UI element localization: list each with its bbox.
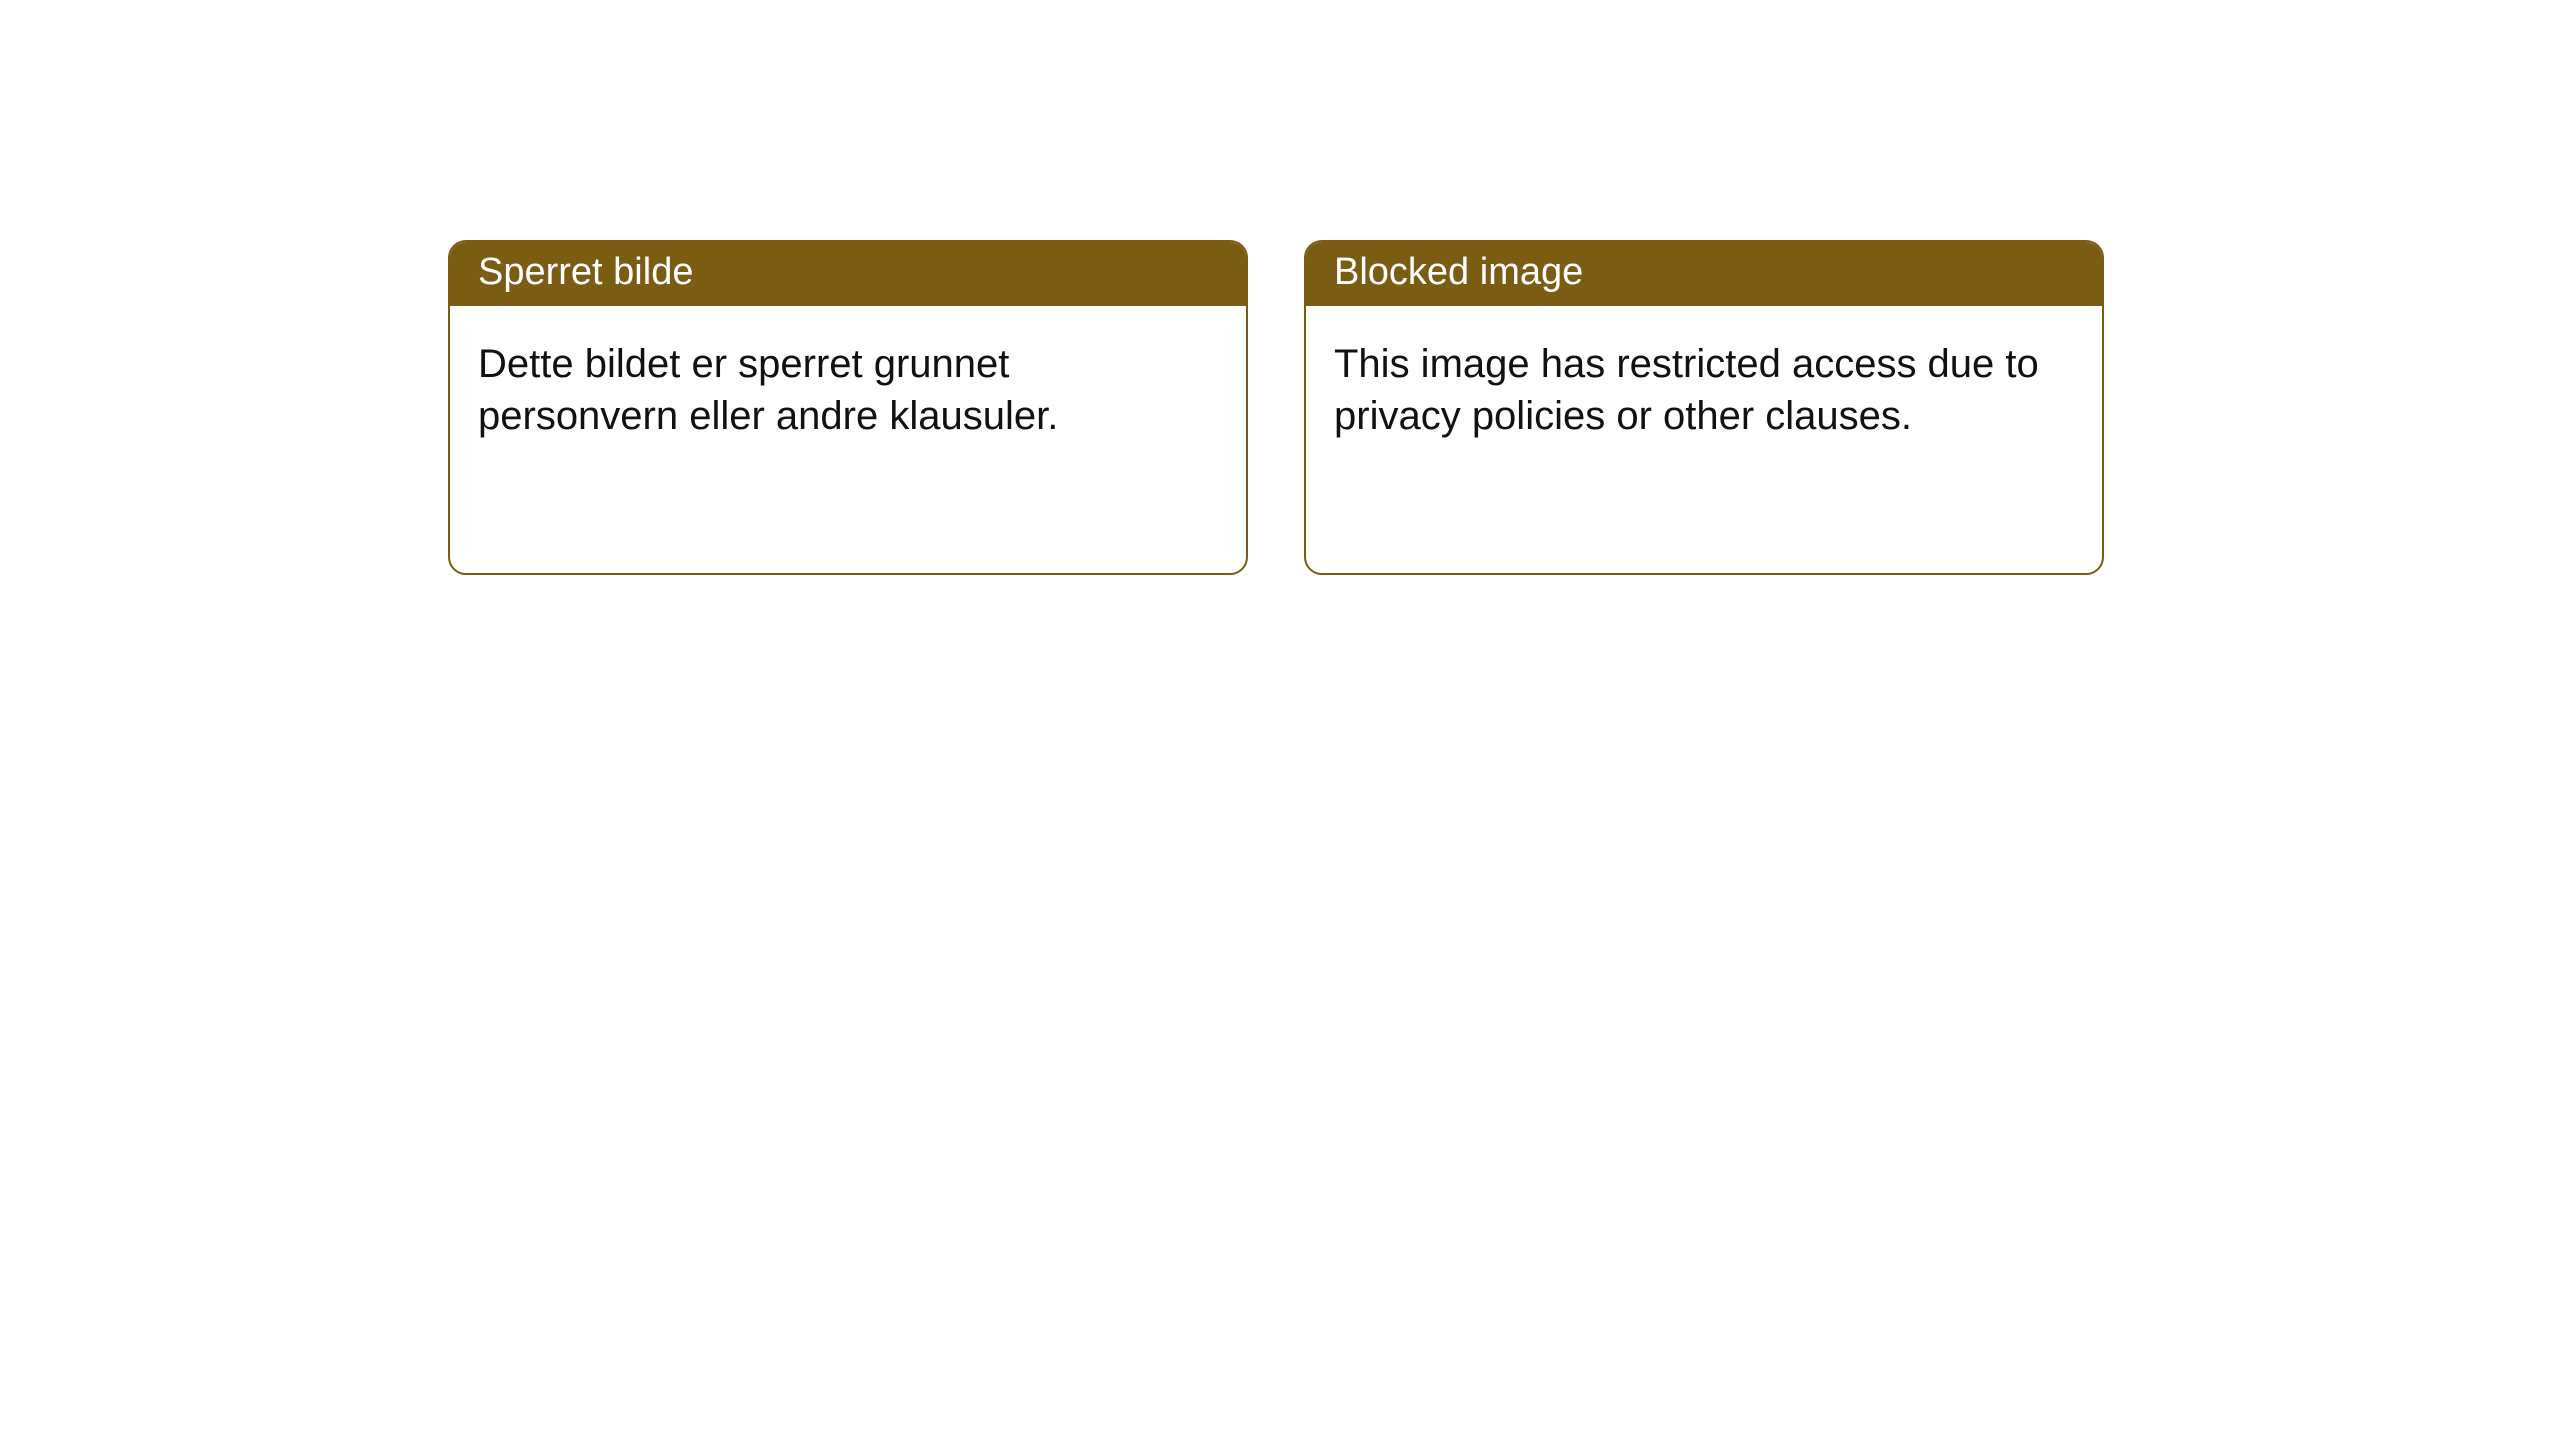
notice-header: Sperret bilde bbox=[450, 242, 1246, 306]
notice-body: Dette bildet er sperret grunnet personve… bbox=[450, 306, 1246, 474]
notice-body: This image has restricted access due to … bbox=[1306, 306, 2102, 474]
notice-card-english: Blocked image This image has restricted … bbox=[1304, 240, 2104, 575]
notice-cards-container: Sperret bilde Dette bildet er sperret gr… bbox=[0, 0, 2560, 575]
notice-card-norwegian: Sperret bilde Dette bildet er sperret gr… bbox=[448, 240, 1248, 575]
notice-header: Blocked image bbox=[1306, 242, 2102, 306]
